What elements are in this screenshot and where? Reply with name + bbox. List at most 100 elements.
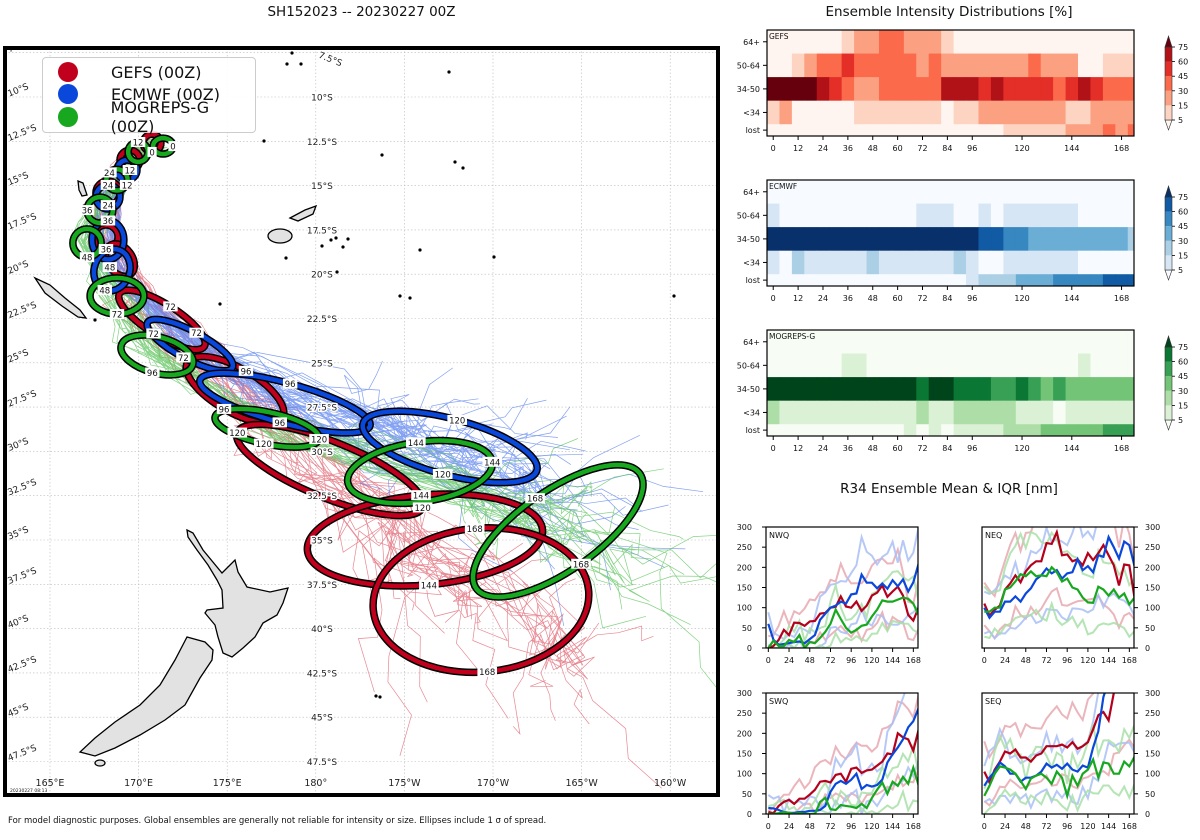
colorbar-segment <box>1165 61 1172 77</box>
heatmap-cell <box>916 353 930 378</box>
island-dot <box>335 270 339 274</box>
lat-label: 12.5°S <box>307 138 338 148</box>
heatmap-cell <box>916 274 930 286</box>
heatmap-cell <box>1127 400 1134 425</box>
x-tick-label: 168 <box>906 656 921 665</box>
mogreps-g-mean-line <box>984 565 1134 613</box>
heatmap-cell <box>791 353 805 378</box>
y-tick-label: 0 <box>1145 810 1150 819</box>
heatmap-cell <box>1102 100 1116 125</box>
colorbar-extend-high <box>1164 35 1173 48</box>
colorbar-extend-low <box>1164 269 1173 281</box>
colorbar-segment <box>1165 347 1172 362</box>
colorbar-segment <box>1165 47 1172 62</box>
heatmap-cell <box>816 377 830 402</box>
heatmap-cell <box>1078 274 1091 286</box>
iqr-line <box>983 783 1134 814</box>
hour-label-bg <box>119 179 135 190</box>
hour-label-bg <box>189 327 204 338</box>
island-dot <box>672 294 676 298</box>
heatmap-cell <box>903 274 917 286</box>
vanuatu-landmass <box>77 179 88 197</box>
heatmap-cell <box>941 100 955 125</box>
heatmap-ecmwf: ECMWF 64+ 50-64 34-50 <34 lost 0 12 24 36 48 60 72 84… <box>737 179 1188 303</box>
heatmap-cell <box>966 124 979 136</box>
heatmap-cell <box>866 424 880 436</box>
hour-label: 120 <box>415 504 431 514</box>
colorbar-frame <box>1164 196 1173 271</box>
heatmap-cell <box>767 377 780 402</box>
heatmap-cell <box>854 330 867 354</box>
heatmap-cell <box>1003 353 1017 378</box>
heatmap-cell <box>1028 180 1042 204</box>
heatmap-cell <box>916 424 930 436</box>
heatmap-cell <box>804 353 818 378</box>
iqr-line <box>768 768 918 814</box>
heatmap-cell <box>953 330 967 354</box>
hour-label-bg <box>79 252 95 263</box>
heatmap-cell <box>816 203 830 228</box>
x-tick-label: 12 <box>793 294 803 303</box>
hour-label: 168 <box>573 560 589 570</box>
heatmap-cell <box>903 250 917 275</box>
heatmap-cell <box>779 203 793 228</box>
heatmap-cell <box>841 100 855 125</box>
r34-panel-seq: SEQ 0 50 100 150 200 250 300 0 24 48 72 96 120 144 168 <box>981 689 1160 831</box>
row-label: 64+ <box>743 38 760 47</box>
heatmap-cell <box>1078 250 1091 275</box>
heatmap-cell <box>928 377 942 402</box>
x-tick-label: 12 <box>793 444 803 453</box>
heatmap-cell <box>1115 180 1129 204</box>
heatmap-cell <box>990 203 1004 228</box>
heatmap-cell <box>941 424 955 436</box>
hour-label: 144 <box>408 439 424 449</box>
heatmap-cell <box>1115 377 1129 402</box>
heatmap-cell <box>978 353 992 378</box>
track-map: 0122436487272969612012014414416816812243… <box>3 46 720 797</box>
heatmap-cell <box>829 424 843 436</box>
heatmap-cell <box>1015 100 1029 125</box>
heatmap-cell <box>928 274 942 286</box>
lon-label: 175°E <box>213 778 242 789</box>
x-tick-label: 96 <box>1062 822 1072 831</box>
x-tick-label: 72 <box>917 294 927 303</box>
heatmap-cell <box>916 377 930 402</box>
heatmap-cell <box>878 274 892 286</box>
hour-label-bg <box>145 367 160 378</box>
heatmap-cell <box>916 30 930 54</box>
heatmap-cell <box>841 227 855 252</box>
heatmap-cell <box>1040 100 1054 125</box>
heatmap-cell <box>1040 274 1054 286</box>
colorbar-tick-label: 5 <box>1178 416 1183 425</box>
x-tick-label: 96 <box>967 144 977 153</box>
heatmap-cell <box>1003 77 1017 102</box>
heatmap-cell <box>966 53 979 78</box>
heatmap-cell <box>816 53 830 78</box>
heatmap-cell <box>1040 377 1054 402</box>
lon-label: 170°W <box>477 778 510 789</box>
hour-label-bg <box>432 469 453 480</box>
hour-label-bg <box>100 179 116 190</box>
heatmap-cell <box>779 77 793 102</box>
x-tick-label: 24 <box>818 144 828 153</box>
heatmap-cell <box>978 30 992 54</box>
lat-label: 35°S <box>311 537 333 547</box>
hour-label-bg <box>482 456 503 467</box>
row-label: 34-50 <box>737 85 760 94</box>
heatmap-cell <box>966 30 979 54</box>
x-tick-label: 84 <box>942 294 952 303</box>
quadrant-label: SEQ <box>985 697 1001 706</box>
iqr-line <box>983 592 1134 640</box>
heatmap-cell <box>1003 274 1017 286</box>
heatmap-cell <box>953 53 967 78</box>
heatmap-cell <box>1078 53 1091 78</box>
colorbar-tick-label: 45 <box>1178 222 1188 231</box>
ecmwf-marker-icon <box>58 84 78 104</box>
heatmap-cell <box>891 124 905 136</box>
lat-label: 42.5°S <box>307 669 338 679</box>
hour-label-bg <box>272 417 287 428</box>
heatmap-cell <box>1065 274 1079 286</box>
y-tick-label: 100 <box>737 770 752 779</box>
heatmap-cell <box>1090 77 1104 102</box>
heatmap-cell <box>1053 77 1066 102</box>
